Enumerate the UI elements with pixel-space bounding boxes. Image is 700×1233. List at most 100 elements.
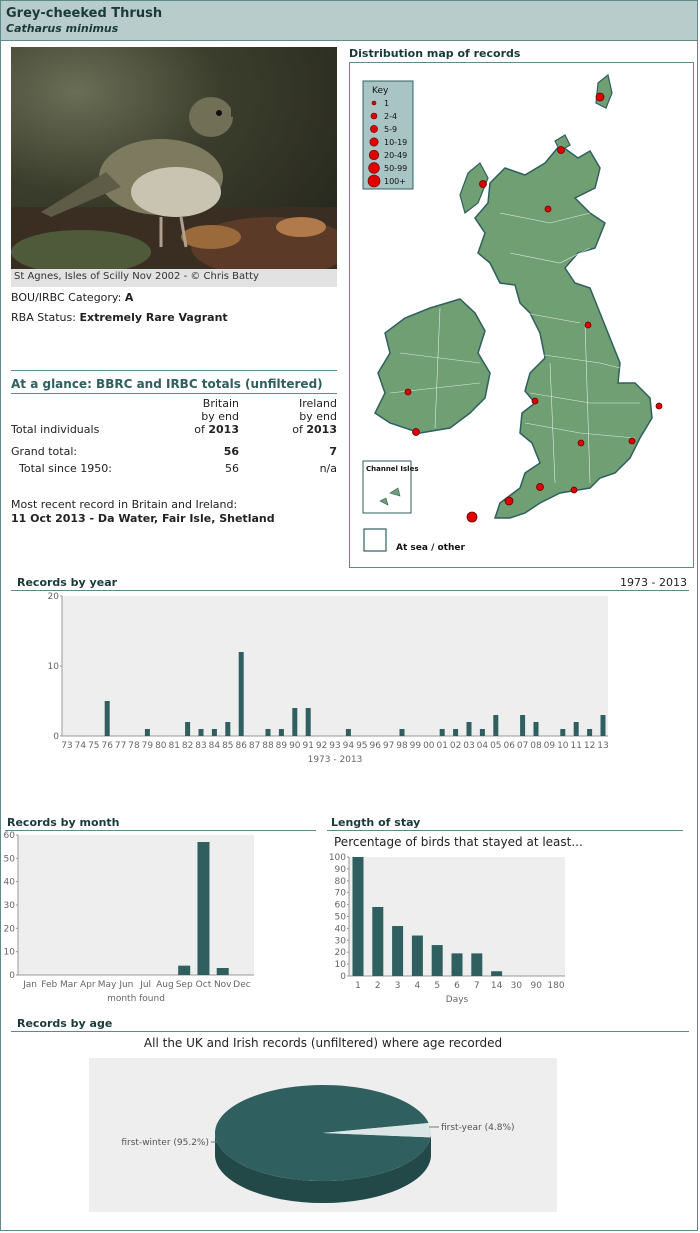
record-dot (404, 388, 412, 396)
record-dot (412, 428, 420, 436)
recent-record-value: 11 Oct 2013 - Da Water, Fair Isle, Shetl… (11, 512, 275, 525)
y-tick-label: 0 (53, 732, 59, 742)
year-chart-range: 1973 - 2013 (620, 576, 687, 589)
bar (453, 729, 459, 736)
bar (265, 729, 271, 736)
x-tick-label: 92 (316, 741, 327, 751)
record-dot (479, 180, 487, 188)
bar (345, 729, 351, 736)
x-tick-label: 83 (195, 741, 206, 751)
x-tick-label: 13 (597, 741, 608, 751)
map-key-dot (368, 149, 380, 161)
x-tick-label: 08 (530, 741, 542, 751)
x-tick-label: Aug (156, 980, 174, 990)
age-chart-rule (11, 1031, 689, 1032)
y-tick-label: 30 (335, 936, 347, 946)
y-tick-label: 10 (48, 662, 60, 672)
ireland-shape (374, 298, 491, 434)
y-tick-label: 40 (335, 924, 347, 934)
y-tick-label: 10 (4, 948, 16, 958)
ireland-year: 2013 (306, 423, 337, 436)
bar (392, 926, 404, 976)
rba-value: Extremely Rare Vagrant (79, 311, 228, 324)
species-photo (11, 47, 337, 269)
since-1950-britain: 56 (225, 462, 239, 475)
ireland-header-line3: of 2013 (277, 423, 337, 436)
bar (520, 715, 526, 736)
category-row: BOU/IRBC Category: A (11, 291, 133, 304)
grand-total-britain: 56 (223, 445, 239, 458)
at-sea-box (363, 528, 387, 552)
map-key-label: 5-9 (384, 125, 397, 134)
y-tick-label: 10 (335, 960, 347, 970)
x-tick-label: May (98, 980, 117, 990)
britain-column-header: Britain by end of 2013 (181, 397, 239, 436)
records-by-month-chart: 0 10 20 30 40 50 60 Jan Feb Mar Apr May Jun Jul Aug Sep… (4, 831, 254, 1004)
britain-of: of (194, 423, 205, 436)
x-tick-label: 04 (477, 741, 489, 751)
bar (573, 722, 579, 736)
x-tick-label: 82 (182, 741, 193, 751)
x-axis-label: month found (107, 994, 165, 1004)
y-tick-label: 80 (335, 877, 347, 887)
map-key-label: 10-19 (384, 138, 407, 147)
x-axis-label: 1973 - 2013 (308, 755, 363, 765)
x-tick-label: 1 (355, 981, 361, 991)
x-tick-label: Jul (139, 980, 151, 990)
map-key-dot (371, 100, 377, 106)
bar (493, 715, 499, 736)
recent-record-label: Most recent record in Britain and Irelan… (11, 498, 238, 511)
bar (600, 715, 606, 736)
bar (292, 708, 298, 736)
bar (211, 729, 217, 736)
month-chart-title: Records by month (7, 816, 120, 829)
glance-title: At a glance: BBRC and IRBC totals (unfil… (11, 377, 323, 391)
rba-label: RBA Status: (11, 311, 76, 324)
y-tick-label: 60 (335, 901, 347, 911)
x-tick-label: 03 (463, 741, 474, 751)
bar (185, 722, 191, 736)
x-tick-label: 90 (530, 981, 542, 991)
month-chart-rule (5, 830, 316, 831)
bar (198, 729, 204, 736)
rba-row: RBA Status: Extremely Rare Vagrant (11, 311, 228, 324)
stay-chart-rule (327, 830, 683, 831)
bar (216, 968, 229, 975)
at-sea-label: At sea / other (396, 543, 465, 553)
common-name: Grey-cheeked Thrush (6, 6, 163, 21)
grand-total-ireland: 7 (329, 445, 337, 458)
scientific-name: Catharus minimus (6, 22, 119, 35)
x-tick-label: 14 (491, 981, 503, 991)
x-tick-label: 00 (423, 741, 435, 751)
pie-side (215, 1133, 431, 1203)
y-tick-label: 40 (4, 878, 16, 888)
record-dot (536, 483, 544, 491)
x-tick-label: 98 (396, 741, 408, 751)
x-tick-label: 89 (276, 741, 288, 751)
y-tick-label: 20 (4, 924, 16, 934)
x-tick-label: 81 (168, 741, 179, 751)
bar (431, 945, 443, 976)
x-tick-label: 7 (474, 981, 480, 991)
plot-area (18, 835, 254, 975)
map-key-label: 100+ (384, 177, 406, 186)
y-tick-label: 20 (48, 592, 60, 602)
great-britain-shape (474, 143, 653, 519)
bar (225, 722, 231, 736)
stay-chart-title: Length of stay (331, 816, 421, 829)
x-tick-label: 10 (557, 741, 569, 751)
map-key-items: 1 2-4 5-9 10-19 20-49 50-99 100+ (367, 99, 407, 188)
x-tick-label: 12 (584, 741, 595, 751)
ireland-column-header: Ireland by end of 2013 (277, 397, 337, 436)
x-tick-label: 96 (369, 741, 381, 751)
year-chart-title: Records by year (17, 576, 118, 589)
x-tick-label: 02 (450, 741, 461, 751)
x-axis-label: Days (446, 995, 469, 1005)
pie-label-first-year: first-year (4.8%) (441, 1123, 515, 1133)
bar (471, 953, 483, 976)
y-tick-label: 60 (4, 831, 16, 841)
record-dot (504, 496, 514, 506)
y-tick-label: 0 (9, 971, 15, 981)
